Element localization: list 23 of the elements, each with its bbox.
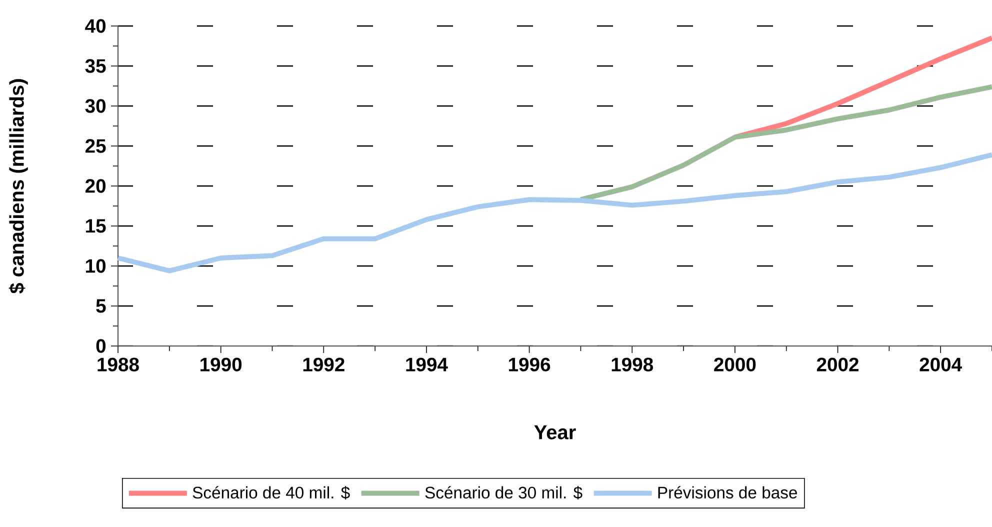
y-tick-label: 25 (85, 139, 106, 153)
x-tick-label: 2004 (920, 358, 962, 372)
x-tick-label: 1996 (509, 358, 550, 372)
y-tick-label: 40 (85, 19, 106, 33)
y-tick-label: 35 (85, 59, 106, 73)
x-tick-label: 2002 (816, 358, 858, 372)
y-tick-label: 30 (85, 99, 106, 113)
y-axis-title: $ canadiens (milliards) (8, 79, 28, 294)
y-tick-label: 20 (85, 179, 106, 193)
y-tick-label: 15 (86, 219, 106, 233)
legend-label: Prévisions de base (658, 486, 797, 499)
x-tick-label: 1998 (612, 358, 654, 372)
legend-label: Scénario de 30 mil. $ (425, 486, 582, 500)
x-tick-label: 1988 (98, 358, 139, 372)
legend-label: Scénario de 40 mil. $ (192, 486, 350, 500)
x-tick-label: 1992 (303, 358, 344, 372)
y-tick-label: 0 (96, 339, 106, 353)
x-axis-title: Year (534, 425, 576, 440)
y-tick-label: 10 (86, 259, 106, 273)
x-tick-label: 1990 (200, 358, 242, 372)
y-tick-label: 5 (96, 299, 106, 313)
x-tick-label: 1994 (406, 358, 448, 372)
x-tick-label: 2000 (714, 358, 756, 372)
